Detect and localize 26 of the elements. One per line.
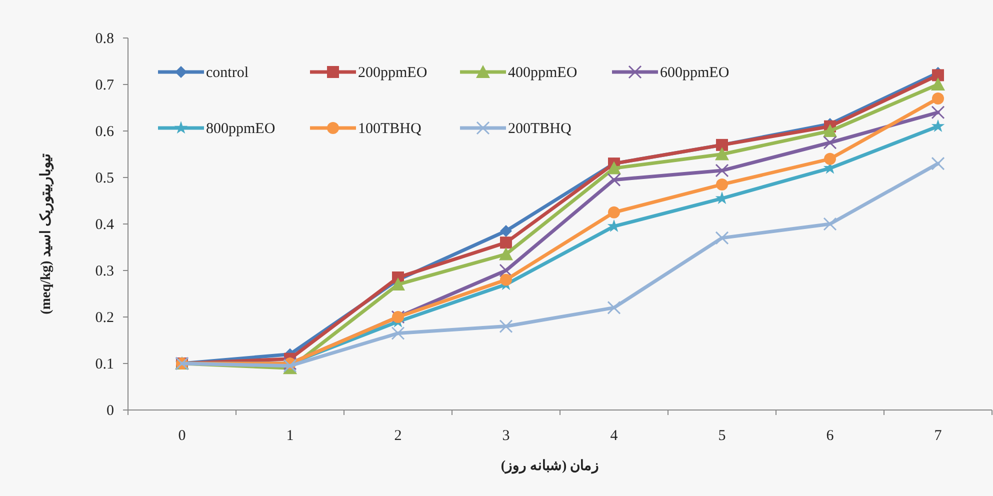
y-tick-label: 0.4 xyxy=(95,217,114,233)
x-tick-label: 6 xyxy=(826,428,834,444)
x-tick-label: 3 xyxy=(502,428,510,444)
y-tick-label: 0.8 xyxy=(95,31,114,47)
legend-label: 100TBHQ xyxy=(358,121,422,137)
x-tick-label: 0 xyxy=(178,428,186,444)
x-tick-label: 5 xyxy=(718,428,726,444)
y-tick-label: 0.3 xyxy=(95,264,114,280)
x-tick-label: 7 xyxy=(934,428,942,444)
y-axis-title: تیوباربیتوریک اسید (meq/kg) xyxy=(38,154,54,314)
y-tick-label: 0.1 xyxy=(95,356,114,372)
y-tick-label: 0.6 xyxy=(95,124,114,140)
legend-label: 600ppmEO xyxy=(660,65,730,81)
legend-label: 200TBHQ xyxy=(508,121,572,137)
x-axis-title: زمان (شبانه روز) xyxy=(500,459,600,474)
y-tick-label: 0.2 xyxy=(95,310,114,326)
x-tick-label: 1 xyxy=(286,428,294,444)
y-tick-label: 0 xyxy=(106,403,114,419)
y-tick-label: 0.5 xyxy=(95,170,114,186)
legend-label: 400ppmEO xyxy=(508,65,578,81)
x-tick-label: 4 xyxy=(610,428,618,444)
legend-label: control xyxy=(206,65,248,81)
legend-label: 800ppmEO xyxy=(206,121,276,137)
legend-label: 200ppmEO xyxy=(358,65,428,81)
y-tick-label: 0.7 xyxy=(95,78,114,94)
x-tick-label: 2 xyxy=(394,428,402,444)
